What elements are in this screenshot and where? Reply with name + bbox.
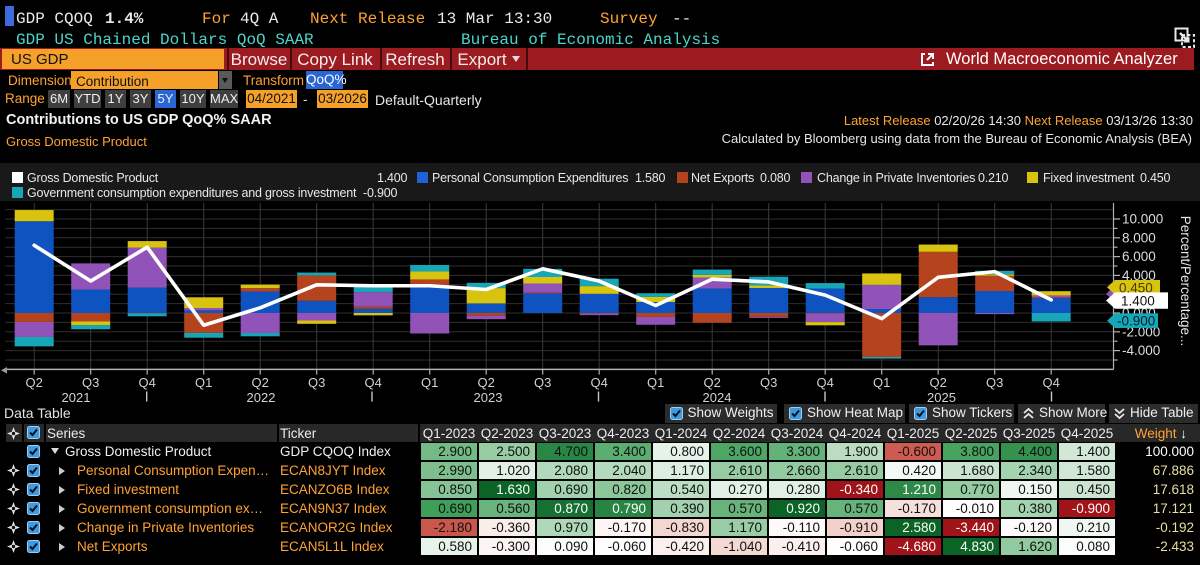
- svg-text:Q3: Q3: [534, 375, 551, 390]
- svg-text:8.000: 8.000: [1122, 230, 1156, 245]
- svg-text:Q1: Q1: [873, 375, 890, 390]
- svg-text:Q2: Q2: [930, 375, 947, 390]
- svg-text:Q3: Q3: [760, 375, 777, 390]
- svg-text:Q4: Q4: [365, 375, 382, 390]
- svg-text:10.000: 10.000: [1122, 212, 1163, 227]
- svg-text:-2.000: -2.000: [1122, 324, 1160, 339]
- svg-text:1.400: 1.400: [1121, 293, 1155, 308]
- svg-text:2023: 2023: [474, 390, 503, 405]
- svg-text:Q4: Q4: [591, 375, 608, 390]
- svg-text:0.450: 0.450: [1119, 280, 1153, 295]
- svg-text:Q3: Q3: [308, 375, 325, 390]
- svg-text:6.000: 6.000: [1122, 249, 1156, 264]
- svg-text:-4.000: -4.000: [1122, 343, 1160, 358]
- svg-text:Q3: Q3: [82, 375, 99, 390]
- svg-text:Q1: Q1: [195, 375, 212, 390]
- svg-text:2021: 2021: [62, 390, 91, 405]
- svg-text:4.000: 4.000: [1122, 268, 1156, 283]
- svg-text:Q2: Q2: [704, 375, 721, 390]
- svg-text:Percent/Percentage...: Percent/Percentage...: [1178, 216, 1193, 347]
- svg-text:2025: 2025: [927, 390, 956, 405]
- svg-text:Q1: Q1: [421, 375, 438, 390]
- svg-text:2024: 2024: [703, 390, 732, 405]
- svg-text:Q4: Q4: [817, 375, 834, 390]
- svg-text:Q2: Q2: [478, 375, 495, 390]
- svg-text:Q2: Q2: [252, 375, 269, 390]
- svg-text:Q4: Q4: [1043, 375, 1060, 390]
- svg-text:Q4: Q4: [139, 375, 156, 390]
- svg-text:Q3: Q3: [986, 375, 1003, 390]
- svg-text:Q1: Q1: [647, 375, 664, 390]
- svg-text:-0.900: -0.900: [1117, 314, 1155, 329]
- svg-text:Q2: Q2: [26, 375, 43, 390]
- svg-text:2022: 2022: [247, 390, 276, 405]
